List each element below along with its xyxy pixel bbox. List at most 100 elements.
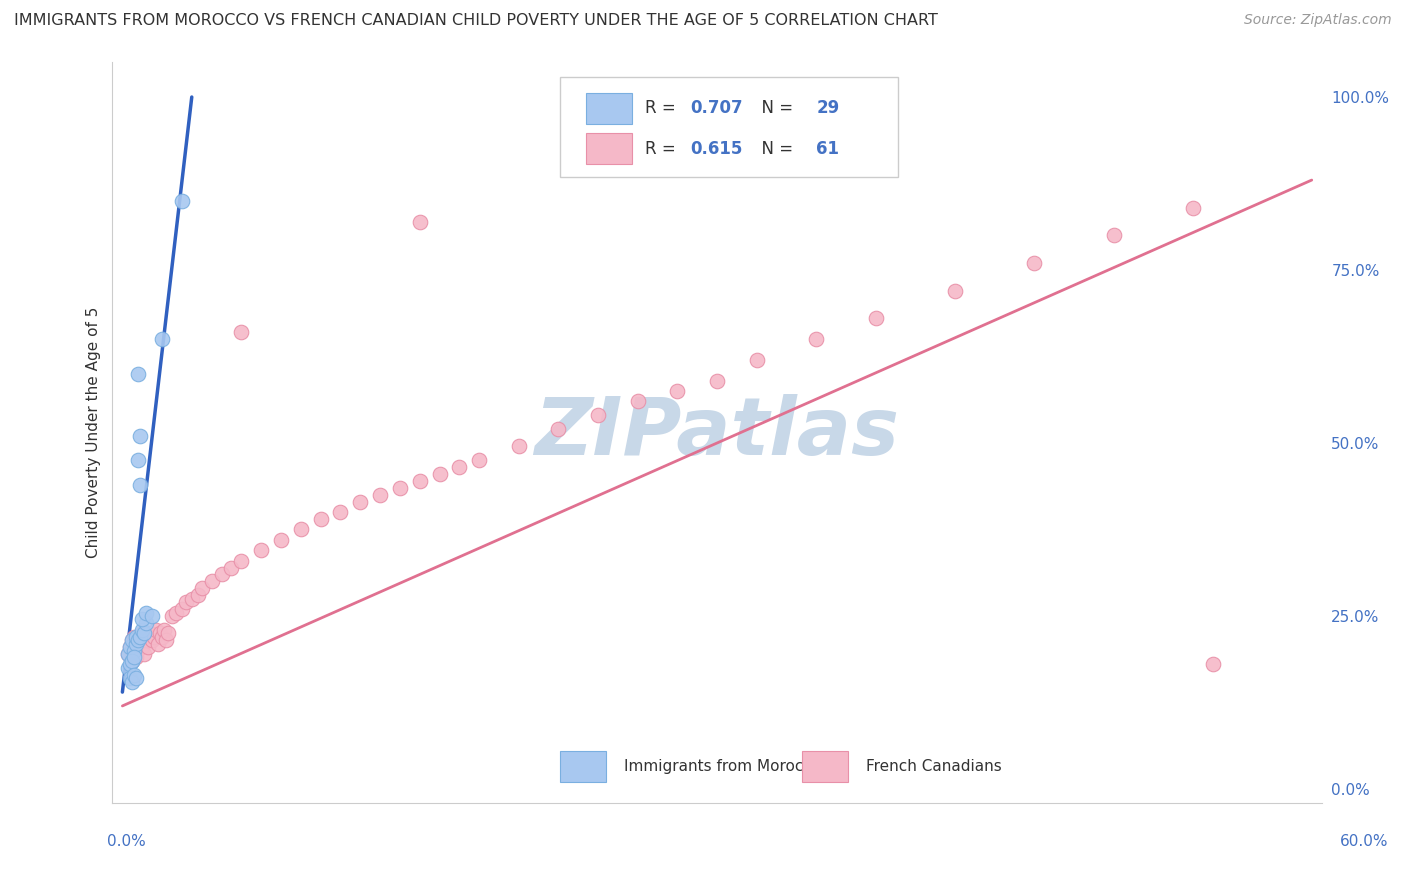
Point xyxy=(135,615,157,630)
Point xyxy=(409,474,432,488)
Point xyxy=(135,606,157,620)
Point xyxy=(250,543,273,558)
Text: Immigrants from Morocco: Immigrants from Morocco xyxy=(624,759,821,774)
Point xyxy=(149,626,172,640)
Point xyxy=(125,637,148,651)
Text: Source: ZipAtlas.com: Source: ZipAtlas.com xyxy=(1244,13,1392,28)
Point xyxy=(231,554,253,568)
Point xyxy=(666,384,689,398)
Point xyxy=(190,582,212,596)
Point xyxy=(121,654,143,668)
Point xyxy=(127,633,149,648)
Point xyxy=(200,574,222,589)
Point xyxy=(131,626,153,640)
Point xyxy=(141,633,163,648)
FancyBboxPatch shape xyxy=(801,751,848,782)
Point xyxy=(139,626,162,640)
FancyBboxPatch shape xyxy=(560,78,898,178)
Point xyxy=(153,623,176,637)
Point xyxy=(508,440,530,454)
Point xyxy=(329,505,352,519)
Point xyxy=(124,630,146,644)
Point xyxy=(388,481,411,495)
Point xyxy=(943,284,966,298)
Point xyxy=(165,606,187,620)
Point xyxy=(141,609,163,624)
Point xyxy=(131,640,153,654)
Point xyxy=(125,671,148,685)
Point xyxy=(121,674,143,689)
Text: 0.0%: 0.0% xyxy=(107,834,146,849)
Text: N =: N = xyxy=(751,100,799,118)
Point xyxy=(150,630,173,644)
Point xyxy=(160,609,183,624)
Y-axis label: Child Poverty Under the Age of 5: Child Poverty Under the Age of 5 xyxy=(86,307,101,558)
Point xyxy=(136,640,159,654)
Point xyxy=(120,657,142,672)
FancyBboxPatch shape xyxy=(586,133,633,164)
Point xyxy=(120,640,142,654)
Point xyxy=(117,661,139,675)
Point xyxy=(117,647,139,661)
Point xyxy=(745,353,768,368)
Point xyxy=(145,623,167,637)
Point xyxy=(221,560,243,574)
Point xyxy=(449,460,471,475)
Point xyxy=(135,633,157,648)
Point xyxy=(134,626,156,640)
Point xyxy=(211,567,233,582)
Point xyxy=(1181,201,1204,215)
Point xyxy=(117,647,139,661)
Point xyxy=(309,512,332,526)
Text: 60.0%: 60.0% xyxy=(1340,834,1388,849)
Point xyxy=(121,654,143,668)
Point xyxy=(124,650,146,665)
Point xyxy=(121,654,143,668)
Point xyxy=(1102,228,1125,243)
FancyBboxPatch shape xyxy=(560,751,606,782)
Point xyxy=(180,591,202,606)
Text: French Canadians: French Canadians xyxy=(866,759,1001,774)
Point xyxy=(127,367,149,381)
Text: 0.707: 0.707 xyxy=(690,100,744,118)
Point xyxy=(124,643,146,657)
Point xyxy=(270,533,292,547)
Point xyxy=(368,488,391,502)
Text: 29: 29 xyxy=(817,100,839,118)
Point xyxy=(804,332,827,346)
Point xyxy=(155,633,177,648)
Point xyxy=(131,612,153,626)
Point xyxy=(131,623,153,637)
Point xyxy=(124,667,146,681)
Point xyxy=(120,640,142,654)
Point xyxy=(170,194,193,208)
Point xyxy=(468,453,491,467)
Point xyxy=(1201,657,1223,672)
Point xyxy=(409,214,432,228)
Point xyxy=(121,633,143,648)
Point xyxy=(129,429,152,443)
Point xyxy=(125,630,148,644)
Point xyxy=(127,453,149,467)
Point xyxy=(125,650,148,665)
Point xyxy=(349,495,371,509)
Point xyxy=(146,637,169,651)
Point xyxy=(586,409,609,423)
Point xyxy=(231,326,253,340)
Point xyxy=(129,633,152,648)
Text: 0.615: 0.615 xyxy=(690,139,742,158)
Point xyxy=(129,630,152,644)
Point xyxy=(1024,256,1046,270)
Point xyxy=(627,394,650,409)
Text: 61: 61 xyxy=(817,139,839,158)
FancyBboxPatch shape xyxy=(586,93,633,124)
Point xyxy=(290,523,312,537)
Point xyxy=(170,602,193,616)
Point xyxy=(174,595,197,609)
Point xyxy=(143,630,166,644)
Point xyxy=(150,332,173,346)
Text: IMMIGRANTS FROM MOROCCO VS FRENCH CANADIAN CHILD POVERTY UNDER THE AGE OF 5 CORR: IMMIGRANTS FROM MOROCCO VS FRENCH CANADI… xyxy=(14,13,938,29)
Point xyxy=(120,671,142,685)
Point xyxy=(127,637,149,651)
Point xyxy=(187,588,209,602)
